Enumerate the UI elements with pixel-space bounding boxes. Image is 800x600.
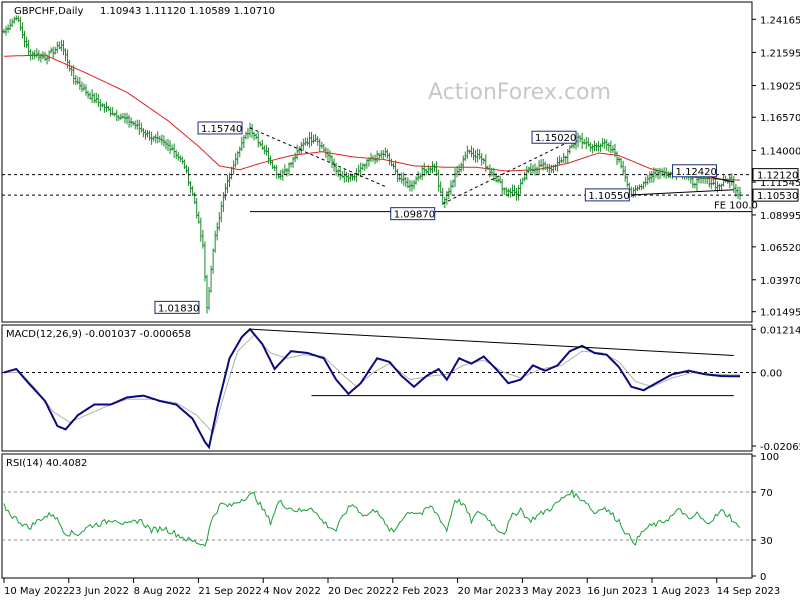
rsi-line bbox=[3, 488, 741, 547]
macd-y-tick-label: 0.00 bbox=[760, 369, 782, 380]
x-tick-label: 21 Sep 2022 bbox=[198, 586, 261, 597]
x-tick-label: 20 Mar 2023 bbox=[458, 586, 521, 597]
price-y-tick-label: 1.01495 bbox=[760, 308, 800, 319]
x-tick-label: 14 Sep 2023 bbox=[717, 586, 780, 597]
price-panel-frame bbox=[1, 1, 753, 323]
price-y-tick-label: 1.03970 bbox=[760, 276, 800, 287]
price-y-tick-label: 1.21595 bbox=[760, 48, 800, 59]
x-tick-label: 3 May 2023 bbox=[522, 586, 581, 597]
price-y-tick-label: 1.16570 bbox=[760, 113, 800, 124]
current-price-label: 1.12120 bbox=[757, 171, 798, 182]
rsi-y-tick-label: 30 bbox=[760, 536, 773, 547]
watermark: ActionForex.com bbox=[428, 80, 611, 105]
price-annotation-box bbox=[197, 121, 243, 135]
price-annotation-box bbox=[672, 164, 718, 178]
x-tick-label: 1 Aug 2023 bbox=[652, 586, 710, 597]
price-panel-symbol: GBPCHF,Daily bbox=[14, 6, 83, 17]
x-tick-label: 23 Jun 2022 bbox=[69, 586, 129, 597]
price-y-tick-label: 1.19025 bbox=[760, 82, 800, 93]
rsi-y-tick-label: 70 bbox=[760, 488, 773, 499]
x-axis: 10 May 2022 23 Jun 2022 8 Aug 2022 21 Sep 2… bbox=[3, 578, 780, 597]
price-y-tick-label: 1.24165 bbox=[760, 15, 800, 26]
x-tick-label: 4 Nov 2022 bbox=[263, 586, 321, 597]
price-annotation-box bbox=[390, 207, 436, 221]
price-annotation-label: 1.15740 bbox=[201, 124, 242, 135]
price-annotation-box bbox=[584, 188, 630, 202]
x-tick-label: 2 Feb 2023 bbox=[393, 586, 449, 597]
price-annotation-label: 1.10550 bbox=[588, 191, 629, 202]
rsi-y-axis: 100 70 30 0 bbox=[752, 452, 779, 583]
current-price-box bbox=[752, 188, 799, 202]
x-tick-label: 10 May 2022 bbox=[4, 586, 69, 597]
price-bars-layer bbox=[2, 15, 742, 314]
swing-dashed-line bbox=[249, 127, 386, 187]
macd-y-tick-label: -0.020656 bbox=[760, 442, 800, 453]
macd-signal-line bbox=[4, 334, 740, 434]
macd-panel-title: MACD(12,26,9) -0.001037 -0.000658 bbox=[6, 329, 191, 340]
current-price-label: 1.10530 bbox=[757, 191, 798, 202]
rsi-y-tick-label: 0 bbox=[760, 572, 766, 583]
x-tick-label: 20 Dec 2022 bbox=[328, 586, 392, 597]
price-y-tick-label: 1.06520 bbox=[760, 243, 800, 254]
price-y-tick-label: 1.14000 bbox=[760, 146, 800, 157]
price-y-axis: 1.24165 1.21595 1.19025 1.16570 1.14000 1.115… bbox=[752, 15, 800, 319]
triangle-lower-line bbox=[631, 189, 734, 196]
price-panel-ohlc: 1.10943 1.11120 1.10589 1.10710 bbox=[100, 6, 275, 17]
x-tick-label: 16 Jun 2023 bbox=[587, 586, 647, 597]
rsi-panel-frame bbox=[1, 453, 753, 579]
macd-y-tick-label: 0.012145 bbox=[760, 325, 800, 336]
price-annotation-label: 1.15020 bbox=[535, 133, 576, 144]
current-price-box bbox=[752, 168, 799, 182]
rsi-layer bbox=[2, 488, 752, 547]
price-y-tick-label: 1.08995 bbox=[760, 211, 800, 222]
price-annotation-label: 1.01830 bbox=[158, 303, 199, 314]
price-annotation-label: 1.09870 bbox=[394, 210, 435, 221]
x-tick-label: 8 Aug 2022 bbox=[134, 586, 192, 597]
macd-main-line bbox=[3, 327, 740, 450]
swing-dashed-line bbox=[442, 136, 579, 205]
macd-y-axis: 0.012145 0.00 -0.020656 bbox=[752, 325, 800, 453]
price-annotation-box bbox=[154, 300, 200, 314]
price-y-tick-label: 1.11545 bbox=[760, 178, 800, 189]
macd-panel-frame bbox=[1, 324, 753, 452]
price-annotations-layer: 1.15740 1.01830 1.09870 1.15020 1.10550 1.124… bbox=[154, 121, 718, 314]
price-annotation-box bbox=[531, 130, 577, 144]
macd-trendline bbox=[249, 328, 734, 356]
rsi-y-tick-label: 100 bbox=[760, 452, 779, 463]
macd-layer bbox=[2, 327, 752, 450]
price-annotation-label: 1.12420 bbox=[676, 167, 717, 178]
fe-level-label: FE 100.0 bbox=[714, 201, 758, 212]
rsi-panel-title: RSI(14) 40.4082 bbox=[6, 458, 87, 469]
